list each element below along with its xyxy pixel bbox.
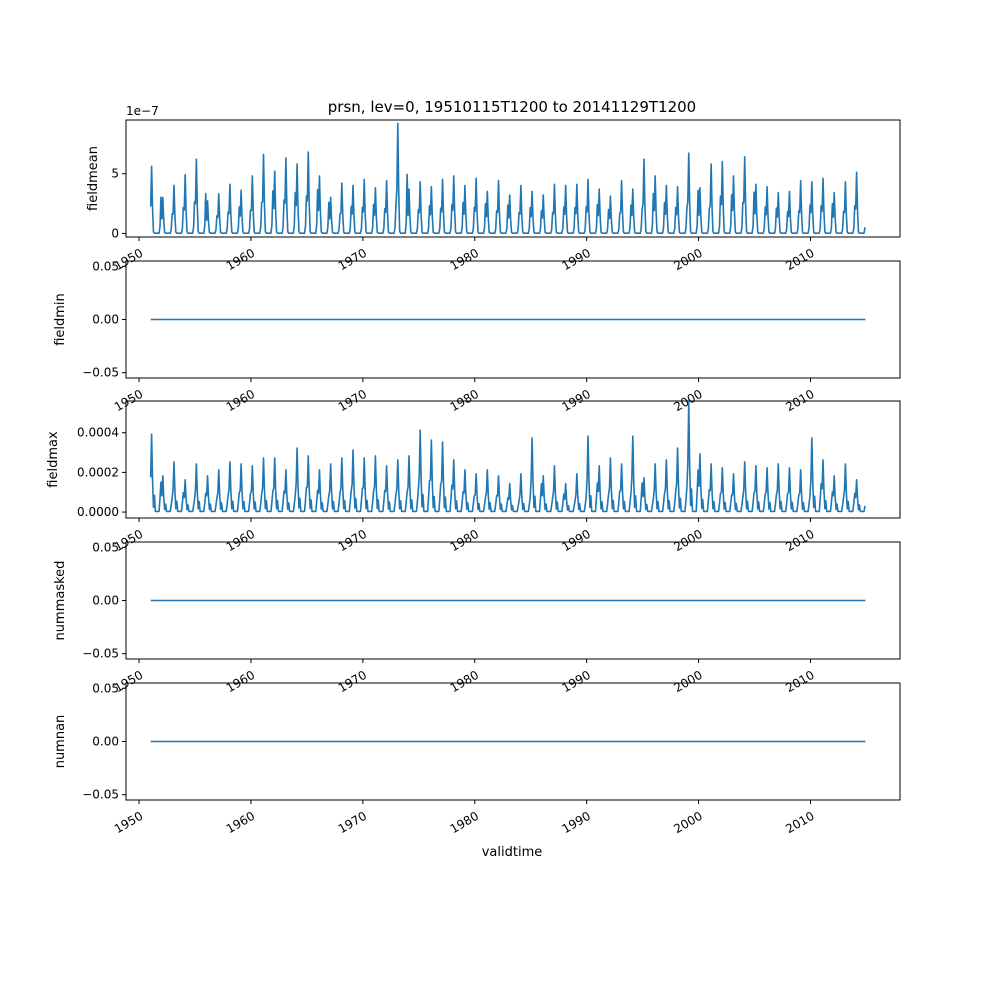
x-axis-label: validtime — [482, 845, 543, 860]
y-tick-label: 0.0002 — [77, 465, 119, 479]
scale-offset-label: 1e−7 — [126, 104, 159, 118]
y-tick-label: 0 — [111, 226, 119, 240]
y-tick-label: 0.05 — [92, 540, 119, 554]
y-axis-label: fieldmean — [86, 146, 101, 211]
y-tick-label: 0.05 — [92, 259, 119, 273]
y-tick-label: 0.0004 — [77, 426, 119, 440]
figure-title: prsn, lev=0, 19510115T1200 to 20141129T1… — [328, 98, 696, 116]
axes-frame — [125, 119, 901, 238]
y-tick-label: 0.0000 — [77, 505, 119, 519]
y-axis-label: fieldmax — [46, 431, 61, 488]
y-tick-label: 0.00 — [92, 313, 119, 327]
y-tick-label: 0.00 — [92, 594, 119, 608]
y-axis-label: numnan — [53, 715, 68, 769]
y-tick-label: 0.05 — [92, 681, 119, 695]
y-tick-label: 5 — [111, 167, 119, 181]
axes-frame — [125, 400, 901, 519]
series-line-fieldmean — [149, 122, 866, 234]
y-tick-label: −0.05 — [82, 366, 119, 380]
panel-fieldmin: 1950 1960 1970 1980 1990 2000 2010−0.050.000.0… — [53, 259, 901, 414]
y-tick-label: −0.05 — [82, 647, 119, 661]
y-tick-label: 0.00 — [92, 735, 119, 749]
y-axis-label: nummasked — [53, 561, 68, 641]
y-axis-label: fieldmin — [53, 293, 68, 346]
y-tick-label: −0.05 — [82, 788, 119, 802]
series-line-fieldmax — [149, 401, 866, 513]
